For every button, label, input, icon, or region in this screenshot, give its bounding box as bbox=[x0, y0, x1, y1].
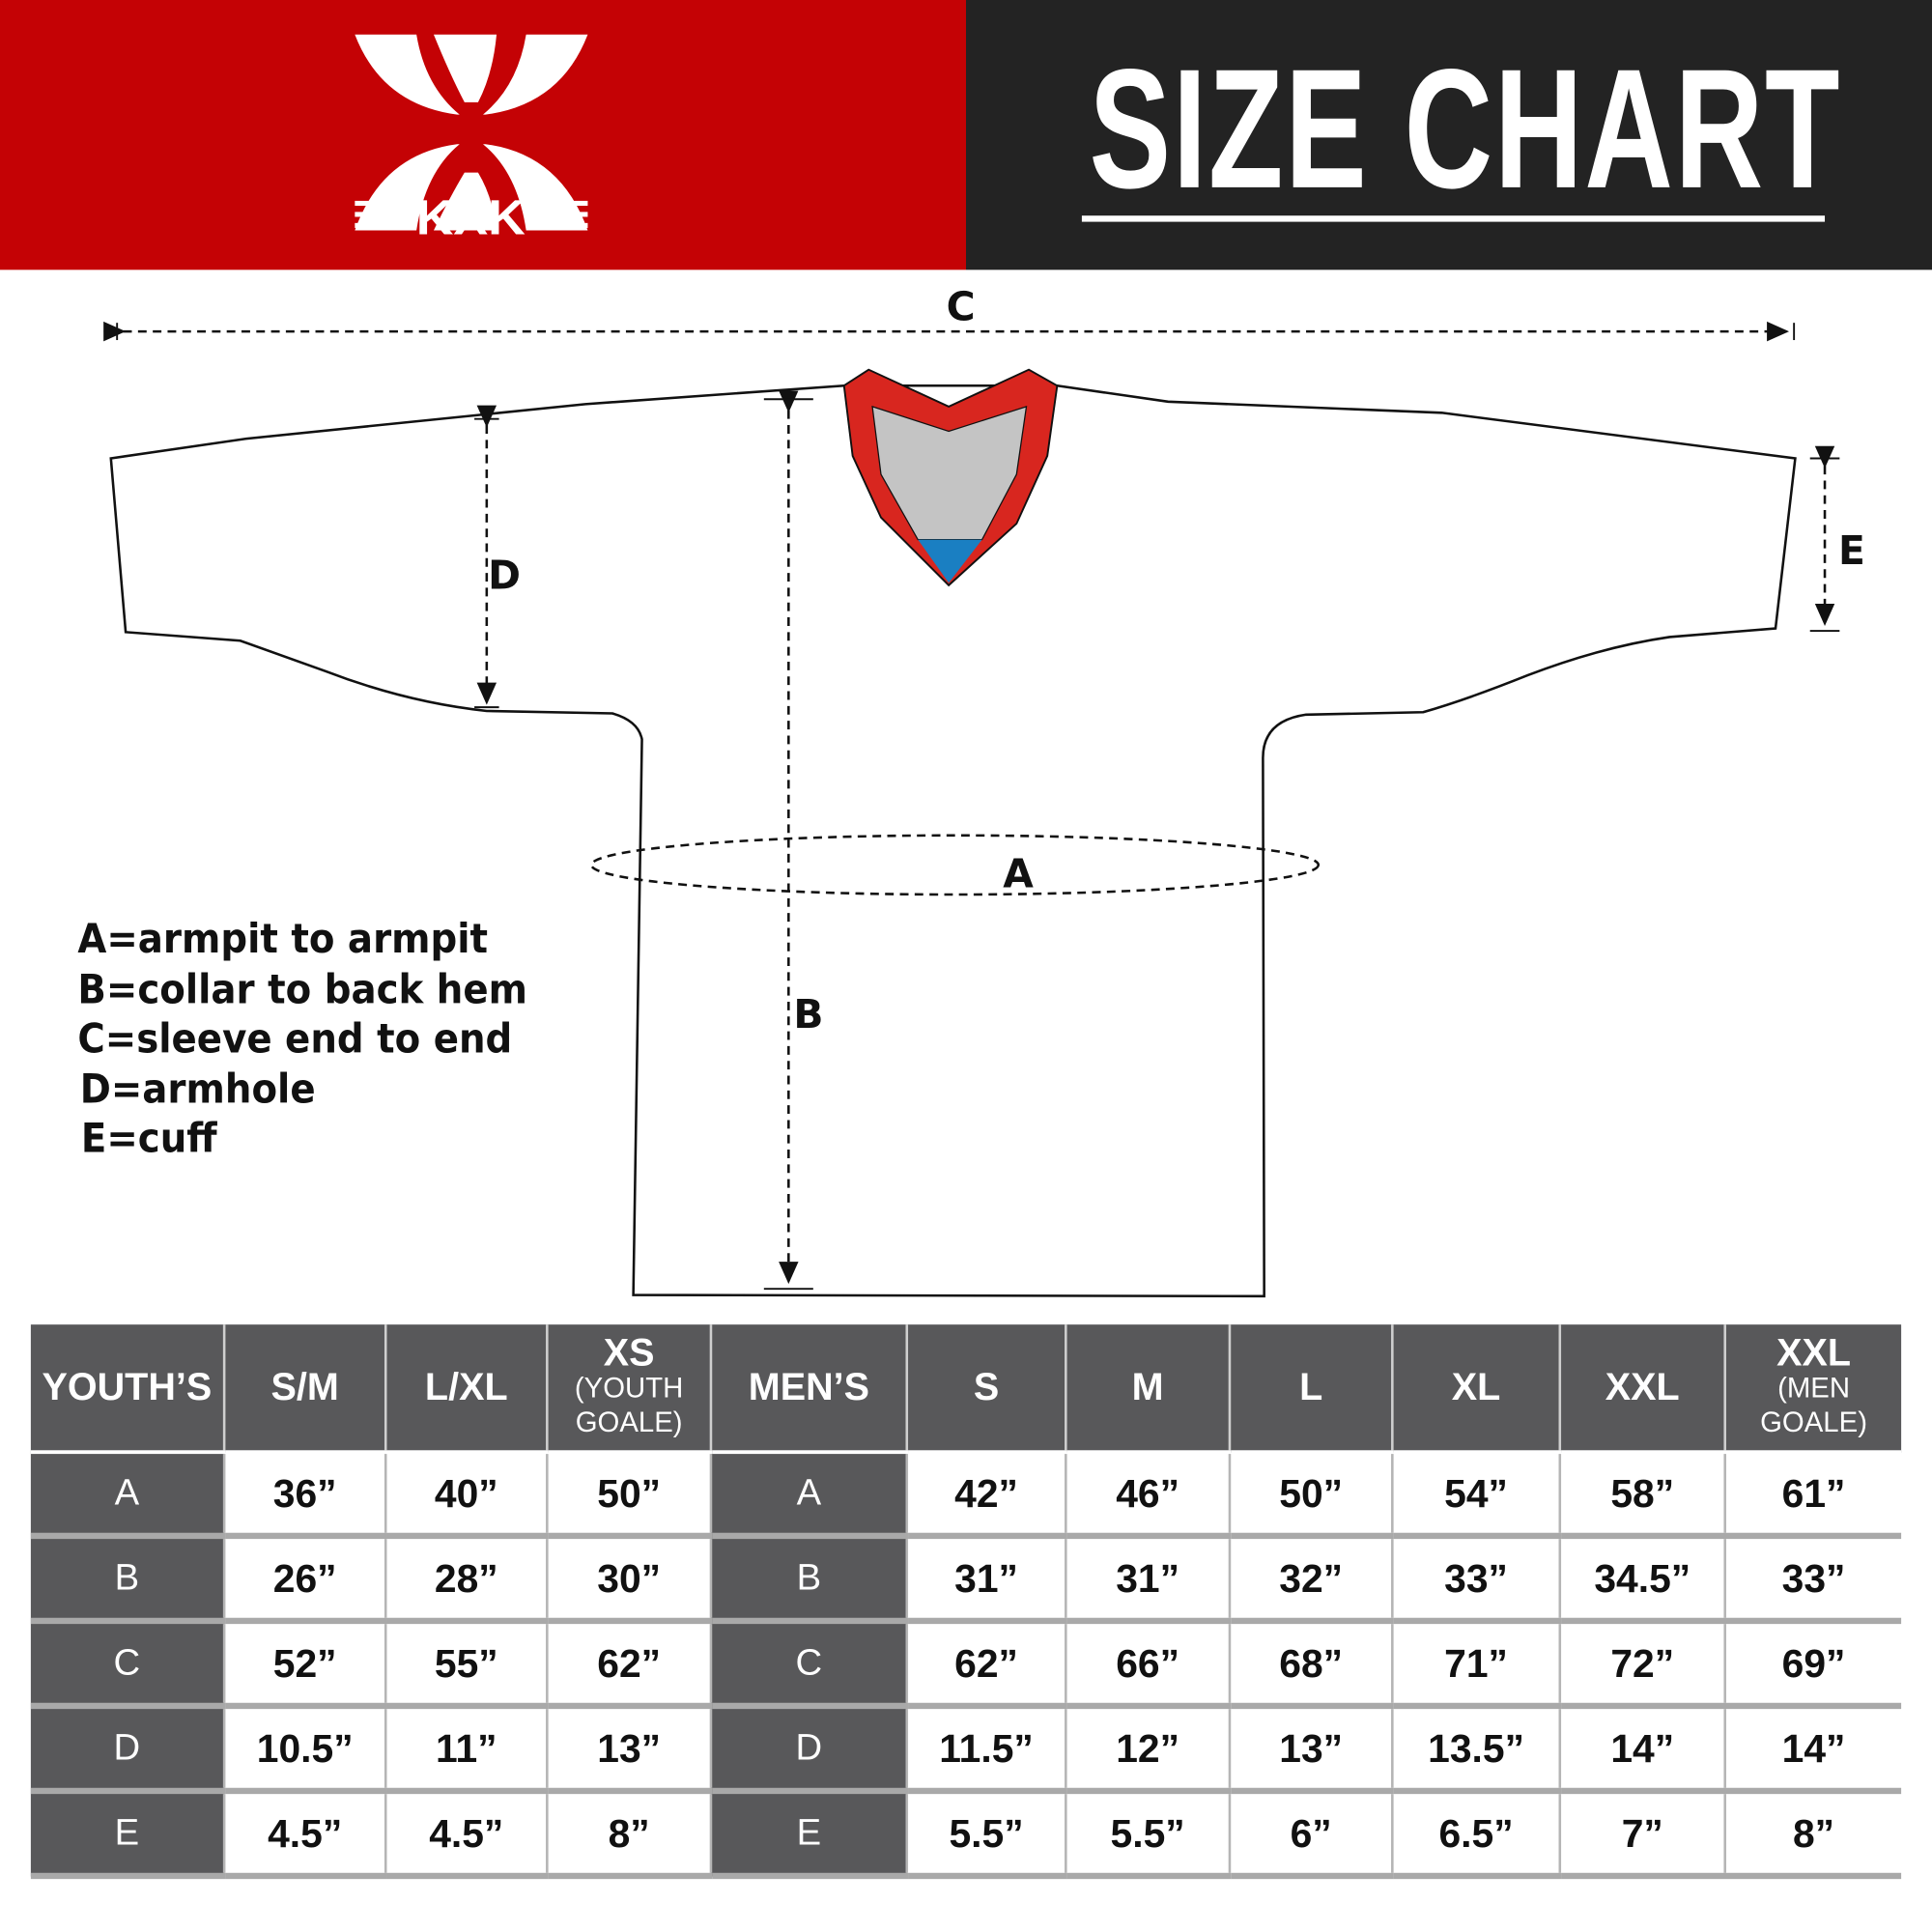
measurement-cell: 33” bbox=[1723, 1535, 1902, 1625]
men-row-label: E bbox=[709, 1790, 907, 1880]
jersey-outline bbox=[109, 384, 1797, 1298]
table-row: B 26” 28” 30” B 31” 31” 32” 33” 34.5” 33” bbox=[30, 1535, 1902, 1625]
youth-row-label: E bbox=[30, 1790, 225, 1880]
measurement-cell: 31” bbox=[1065, 1535, 1230, 1625]
measurement-cell: 54” bbox=[1391, 1450, 1560, 1540]
jersey-diagram bbox=[103, 321, 1840, 1298]
measurement-cell: 4.5” bbox=[384, 1790, 548, 1880]
youth-header: YOUTH’S bbox=[30, 1324, 225, 1453]
legend-item: A=armpit to armpit bbox=[77, 914, 489, 963]
measurement-cell: 26” bbox=[222, 1535, 386, 1625]
measurement-cell: 42” bbox=[905, 1450, 1066, 1540]
logo-wordmark: KXK bbox=[416, 190, 526, 245]
men-header: MEN’S bbox=[709, 1324, 907, 1453]
legend-item: C=sleeve end to end bbox=[77, 1013, 513, 1063]
youth-row-label: C bbox=[30, 1620, 225, 1710]
legend-item: E=cuff bbox=[80, 1114, 217, 1162]
title-underline bbox=[1081, 215, 1826, 222]
measurement-cell: 36” bbox=[222, 1450, 386, 1540]
men-row-label: C bbox=[709, 1620, 907, 1710]
measurement-cell: 14” bbox=[1558, 1705, 1725, 1795]
measurement-cell: 8” bbox=[1723, 1790, 1902, 1880]
measurement-cell: 32” bbox=[1228, 1535, 1393, 1625]
table-row: D 10.5” 11” 13” D 11.5” 12” 13” 13.5” 14” 14” bbox=[30, 1705, 1902, 1795]
measurement-cell: 62” bbox=[546, 1620, 711, 1710]
measurement-cell: 71” bbox=[1391, 1620, 1560, 1710]
size-header: L bbox=[1228, 1324, 1393, 1453]
measurement-cell: 11” bbox=[384, 1705, 548, 1795]
dimension-a-ellipse bbox=[589, 834, 1321, 896]
measurement-cell: 50” bbox=[546, 1450, 711, 1540]
legend-item: B=collar to back hem bbox=[77, 964, 527, 1012]
measurement-cell: 69” bbox=[1723, 1620, 1902, 1710]
size-header: S/M bbox=[222, 1324, 386, 1453]
youth-row-label: B bbox=[30, 1535, 225, 1625]
youth-row-label: A bbox=[30, 1450, 225, 1540]
label-c: C bbox=[946, 283, 976, 330]
measurement-cell: 34.5” bbox=[1558, 1535, 1725, 1625]
measurement-cell: 6” bbox=[1228, 1790, 1393, 1880]
size-header: XXL (MEN GOALE) bbox=[1723, 1324, 1902, 1453]
label-d: D bbox=[488, 552, 521, 599]
table-row: E 4.5” 4.5” 8” E 5.5” 5.5” 6” 6.5” 7” 8” bbox=[30, 1790, 1902, 1880]
measurement-cell: 55” bbox=[384, 1620, 548, 1710]
table-row: C 52” 55” 62” C 62” 66” 68” 71” 72” 69” bbox=[30, 1620, 1902, 1710]
size-header: S bbox=[905, 1324, 1066, 1453]
label-a: A bbox=[1003, 850, 1034, 897]
size-header: XL bbox=[1391, 1324, 1560, 1453]
measurement-cell: 13” bbox=[1228, 1705, 1393, 1795]
legend-item: D=armhole bbox=[79, 1064, 316, 1113]
size-table: YOUTH’S S/M L/XL XS (YOUTH GOALE) MEN’S S… bbox=[30, 1324, 1902, 1880]
measurement-cell: 14” bbox=[1723, 1705, 1902, 1795]
measurement-cell: 40” bbox=[384, 1450, 548, 1540]
measurement-cell: 5.5” bbox=[905, 1790, 1066, 1880]
measurement-cell: 13” bbox=[546, 1705, 711, 1795]
men-row-label: A bbox=[709, 1450, 907, 1540]
measurement-cell: 62” bbox=[905, 1620, 1066, 1710]
measurement-cell: 46” bbox=[1065, 1450, 1230, 1540]
collar-inner bbox=[871, 406, 1028, 541]
measurement-cell: 8” bbox=[546, 1790, 711, 1880]
measurement-cell: 28” bbox=[384, 1535, 548, 1625]
measurement-cell: 13.5” bbox=[1391, 1705, 1560, 1795]
size-header: L/XL bbox=[384, 1324, 548, 1453]
measurement-cell: 12” bbox=[1065, 1705, 1230, 1795]
measurement-cell: 52” bbox=[222, 1620, 386, 1710]
size-header: XS (YOUTH GOALE) bbox=[546, 1324, 711, 1453]
measurement-cell: 31” bbox=[905, 1535, 1066, 1625]
measurement-cell: 50” bbox=[1228, 1450, 1393, 1540]
measurement-cell: 11.5” bbox=[905, 1705, 1066, 1795]
measurement-cell: 72” bbox=[1558, 1620, 1725, 1710]
table-header-row: YOUTH’S S/M L/XL XS (YOUTH GOALE) MEN’S S… bbox=[30, 1324, 1902, 1453]
label-b: B bbox=[793, 990, 824, 1037]
measurement-cell: 6.5” bbox=[1391, 1790, 1560, 1880]
youth-row-label: D bbox=[30, 1705, 225, 1795]
kxk-logo: KXK bbox=[355, 34, 588, 245]
men-row-label: D bbox=[709, 1705, 907, 1795]
measurement-cell: 30” bbox=[546, 1535, 711, 1625]
title-header bbox=[965, 0, 1932, 270]
size-header: XXL bbox=[1558, 1324, 1725, 1453]
measurement-cell: 68” bbox=[1228, 1620, 1393, 1710]
measurement-cell: 61” bbox=[1723, 1450, 1902, 1540]
measurement-cell: 4.5” bbox=[222, 1790, 386, 1880]
table-row: A 36” 40” 50” A 42” 46” 50” 54” 58” 61” bbox=[30, 1450, 1902, 1540]
collar-lace-insert bbox=[918, 539, 982, 583]
measurement-cell: 33” bbox=[1391, 1535, 1560, 1625]
measurement-cell: 66” bbox=[1065, 1620, 1230, 1710]
measurement-cell: 7” bbox=[1558, 1790, 1725, 1880]
measurement-cell: 58” bbox=[1558, 1450, 1725, 1540]
size-header: M bbox=[1065, 1324, 1230, 1453]
label-e: E bbox=[1838, 526, 1865, 575]
measurement-cell: 10.5” bbox=[222, 1705, 386, 1795]
measurement-cell: 5.5” bbox=[1065, 1790, 1230, 1880]
brand-header: KXK bbox=[0, 0, 966, 270]
men-row-label: B bbox=[709, 1535, 907, 1625]
measurement-legend: A=armpit to armpit B=collar to back hem … bbox=[77, 914, 527, 1163]
